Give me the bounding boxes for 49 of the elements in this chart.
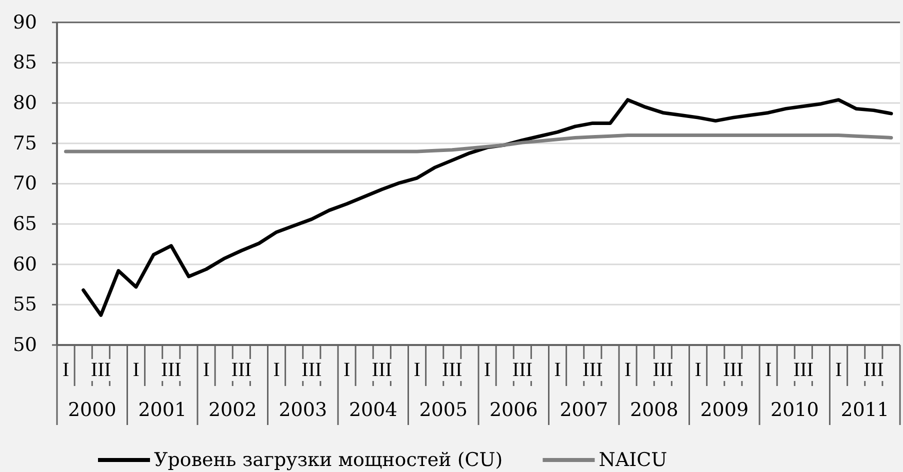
- x-tick-label: I: [554, 359, 561, 381]
- x-tick-label: I: [694, 359, 702, 381]
- y-tick-label: 60: [12, 253, 37, 276]
- text: 2008: [630, 399, 678, 421]
- text: 2006: [489, 399, 538, 421]
- y-tick-label: 90: [12, 11, 37, 34]
- text: 2011: [840, 399, 890, 421]
- x-tick-label: I: [835, 359, 842, 381]
- x-tick-label: I: [484, 359, 491, 381]
- text: 2003: [278, 399, 328, 421]
- x-tick-label: III: [442, 359, 462, 381]
- text: 2001: [138, 399, 187, 421]
- x-tick-label: III: [90, 359, 111, 381]
- y-tick-label: 80: [12, 92, 37, 114]
- legend-label: Уровень загрузки мощностей (CU): [154, 449, 503, 471]
- x-tick-label: III: [652, 359, 673, 381]
- text: 2002: [208, 399, 257, 421]
- x-tick-label: III: [864, 359, 884, 381]
- line-series: [82, 98, 893, 317]
- y-tick-label: 55: [12, 294, 37, 316]
- x-tick-label: I: [62, 359, 70, 381]
- x-tick-label: III: [231, 359, 252, 381]
- x-tick-label: III: [582, 359, 603, 381]
- x-tick-label: III: [302, 359, 322, 381]
- line-series: [64, 134, 893, 154]
- x-tick-label: III: [372, 359, 392, 381]
- text: 2009: [700, 399, 749, 421]
- text: 2010: [770, 399, 819, 421]
- x-tick-label: I: [624, 359, 632, 381]
- x-tick-label: III: [723, 359, 744, 381]
- y-tick-label: 75: [12, 132, 37, 154]
- y-tick-label: 85: [12, 52, 37, 74]
- text: 2007: [560, 399, 608, 421]
- y-tick-label: 65: [12, 213, 37, 236]
- text: 2004: [348, 399, 398, 421]
- x-tick-label: I: [764, 359, 772, 381]
- x-tick-label: I: [414, 359, 420, 381]
- y-tick-label: 50: [12, 334, 37, 356]
- x-tick-label: III: [512, 359, 532, 381]
- y-tick-label: 70: [12, 172, 37, 195]
- legend-label: NAICU: [598, 449, 668, 471]
- text: 2000: [68, 399, 116, 421]
- x-tick-label: I: [132, 359, 140, 381]
- x-tick-label: III: [161, 359, 182, 381]
- text: 2005: [419, 399, 468, 421]
- x-tick-label: I: [202, 359, 210, 381]
- x-tick-label: I: [273, 359, 280, 381]
- x-tick-label: III: [793, 359, 814, 381]
- x-tick-label: I: [343, 359, 350, 381]
